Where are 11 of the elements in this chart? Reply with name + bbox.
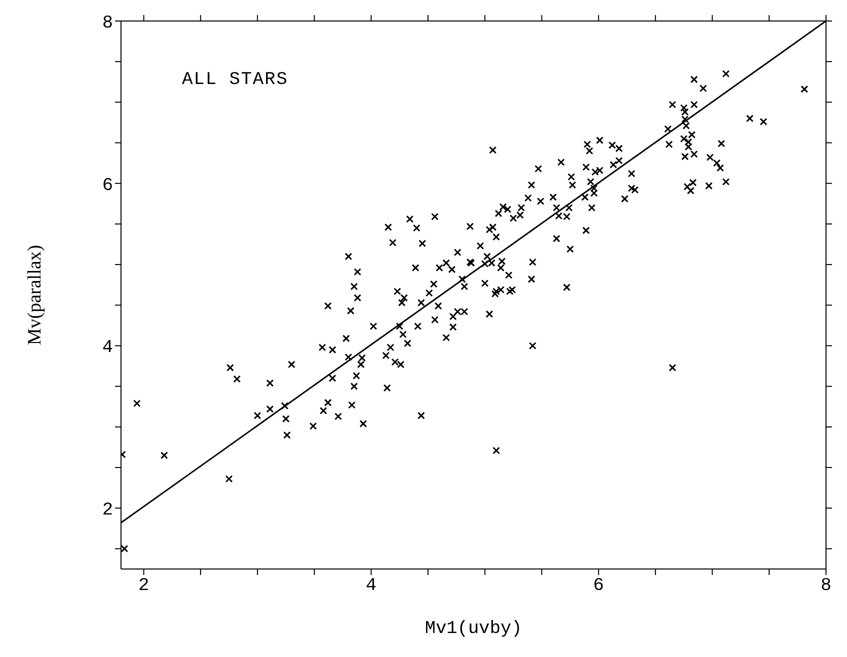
x-tick-label: 6 [593, 576, 604, 596]
x-tick-label: 4 [366, 576, 377, 596]
y-tick-label: 4 [102, 338, 113, 358]
y-tick-label: 2 [102, 500, 113, 520]
y-tick-label: 6 [102, 176, 113, 196]
x-axis-title: Mv1(uvby) [424, 619, 522, 639]
y-tick-label: 8 [102, 13, 113, 34]
x-tick-label: 8 [820, 576, 832, 596]
annotation: ALL STARS [182, 70, 288, 90]
y-axis-title: Mv(parallax) [24, 244, 46, 346]
x-tick-label: 2 [138, 576, 150, 596]
